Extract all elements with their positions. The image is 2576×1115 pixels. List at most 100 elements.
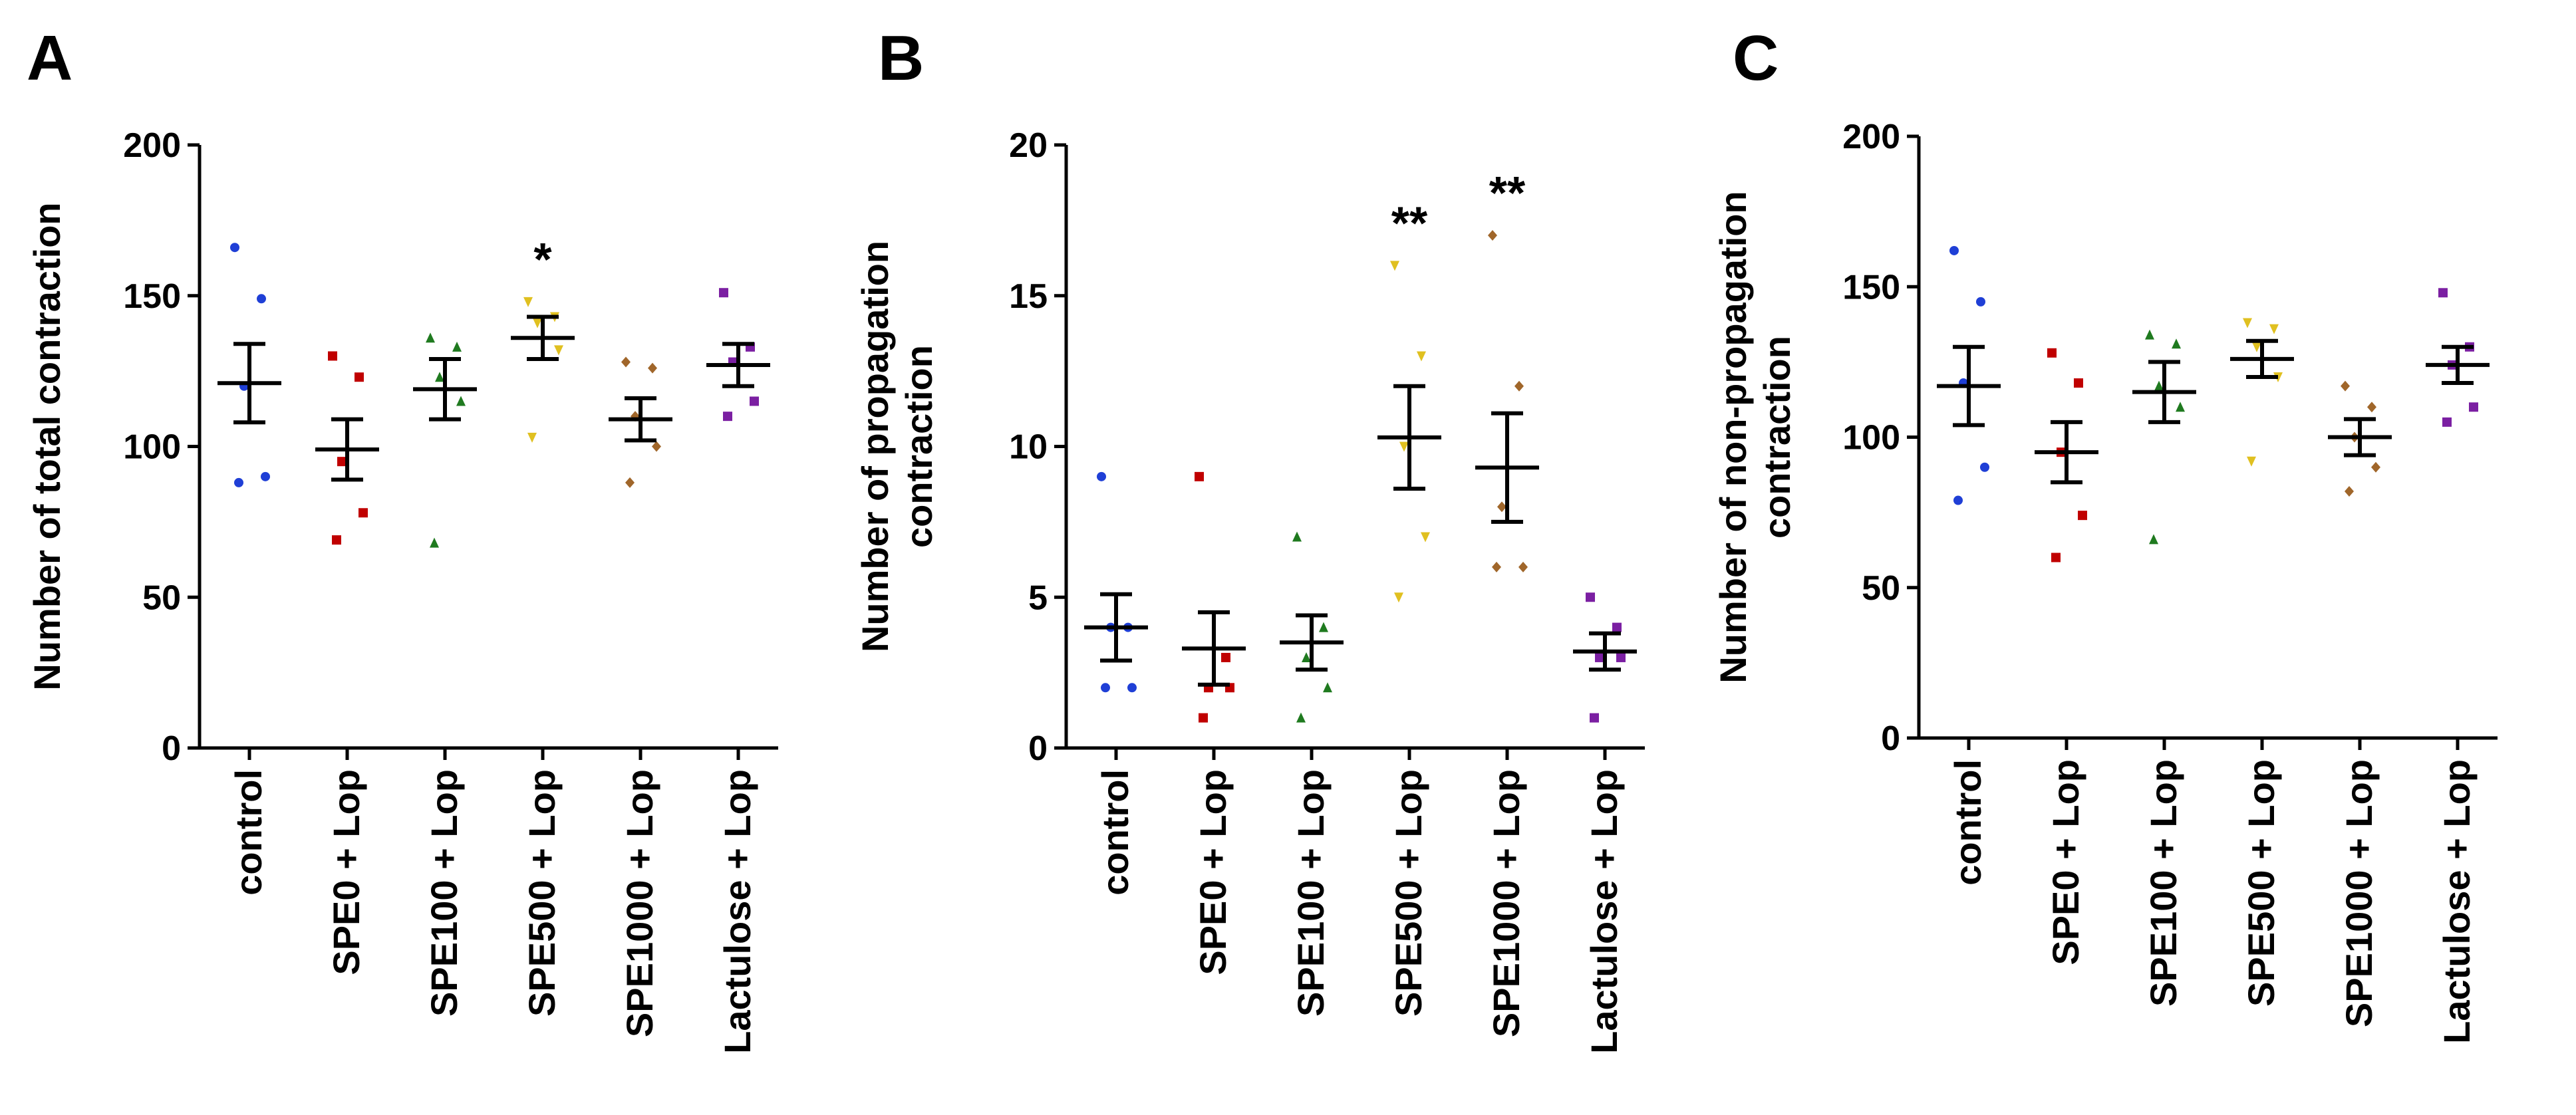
data-point (1127, 683, 1137, 693)
data-point (2442, 417, 2452, 427)
data-point (1497, 501, 1506, 513)
data-point (257, 294, 266, 304)
data-point (1417, 351, 1426, 362)
data-point (337, 457, 347, 467)
data-point (1302, 652, 1311, 662)
data-point (2145, 329, 2154, 340)
data-point (2243, 318, 2252, 328)
significance-label: * (533, 233, 552, 285)
y-tick-label: 200 (1842, 118, 1900, 156)
data-point (2176, 402, 2185, 412)
x-category-label: Lactulose + Lop (2436, 759, 2478, 1044)
data-point (2078, 511, 2087, 521)
data-point (261, 471, 270, 481)
data-point (2051, 553, 2061, 562)
data-point (1390, 261, 1399, 271)
data-point (2149, 534, 2158, 545)
x-category-label: SPE1000 + Lop (619, 769, 660, 1037)
data-point (625, 477, 635, 488)
data-point (2367, 402, 2376, 413)
y-tick-label: 20 (1009, 126, 1048, 165)
data-point (2438, 288, 2448, 298)
data-point (1953, 495, 1963, 505)
y-tick-label: 100 (1842, 419, 1900, 457)
y-tick-label: 0 (1881, 719, 1900, 758)
chart-panel-a: 0 50 100 150 200 Number of total contraction c… (26, 126, 778, 1054)
data-point (1394, 592, 1403, 603)
x-category-label: SPE500 + Lop (521, 769, 563, 1017)
y-tick-label: 100 (123, 428, 181, 467)
data-point (1976, 297, 1985, 307)
data-point (430, 537, 439, 548)
x-category-label: SPE1000 + Lop (2338, 759, 2380, 1027)
chart-panel-b: 0 5 10 15 20 Number of propagation contraction… (854, 126, 1645, 1054)
x-category-label: SPE0 + Lop (1192, 769, 1234, 975)
panel-letter-a: A (27, 23, 72, 94)
data-point (1399, 441, 1409, 452)
data-point (1586, 592, 1595, 602)
data-point (533, 318, 542, 328)
y-tick-label: 200 (123, 126, 181, 165)
data-point (1296, 712, 1306, 723)
y-tick-label: 15 (1009, 277, 1048, 316)
data-point (1323, 682, 1332, 693)
data-point (1101, 683, 1110, 693)
y-axis-label: Number of propagation (854, 241, 896, 652)
y-tick-label: 50 (1862, 569, 1900, 608)
data-point (2345, 485, 2354, 497)
x-category-label: SPE500 + Lop (2240, 759, 2282, 1007)
data-point (1292, 531, 1302, 542)
data-point (1980, 462, 1989, 472)
data-point (750, 396, 759, 406)
y-axis-label: contraction (1756, 336, 1798, 539)
data-point (1595, 652, 1604, 662)
data-point (2341, 380, 2350, 392)
data-point (1492, 561, 1501, 572)
x-category-label: control (227, 769, 269, 896)
data-point (554, 345, 563, 356)
x-category-label: SPE1000 + Lop (1485, 769, 1527, 1037)
data-point (2154, 380, 2164, 391)
y-axis-label: contraction (898, 345, 940, 548)
data-point (1195, 471, 1204, 481)
x-category-label: Lactulose + Lop (1583, 769, 1625, 1054)
y-tick-label: 10 (1009, 428, 1048, 467)
x-category-label: control (1094, 769, 1136, 896)
panel-letter-c: C (1733, 23, 1779, 94)
data-point (2247, 456, 2256, 467)
y-tick-label: 50 (142, 578, 181, 617)
x-category-label: SPE500 + Lop (1387, 769, 1429, 1017)
data-point (435, 372, 444, 382)
data-point (621, 356, 631, 368)
data-point (2047, 348, 2057, 358)
data-point (1199, 713, 1208, 723)
y-tick-label: 0 (1028, 729, 1048, 768)
x-category-label: SPE0 + Lop (325, 769, 367, 975)
x-category-label: Lactulose + Lop (716, 769, 758, 1054)
data-point (1319, 622, 1328, 632)
data-point (332, 535, 341, 545)
data-point (234, 477, 243, 487)
y-tick-label: 0 (162, 729, 181, 768)
data-point (1949, 245, 1959, 255)
y-tick-label: 150 (123, 277, 181, 316)
data-point (1518, 561, 1528, 572)
data-point (523, 297, 533, 307)
data-point (328, 351, 337, 361)
data-point (230, 243, 239, 253)
data-point (2172, 338, 2181, 349)
data-point (1616, 652, 1626, 662)
data-point (648, 362, 657, 374)
data-point (426, 332, 435, 343)
data-point (723, 412, 732, 422)
data-point (2371, 461, 2380, 473)
significance-label: ** (1489, 167, 1526, 219)
data-point (719, 288, 728, 298)
data-point (1221, 652, 1230, 662)
x-category-label: SPE100 + Lop (2142, 759, 2184, 1007)
data-point (1421, 532, 1430, 543)
y-axis-label: Number of total contraction (26, 202, 68, 690)
x-category-label: control (1947, 759, 1989, 886)
data-point (358, 508, 368, 518)
